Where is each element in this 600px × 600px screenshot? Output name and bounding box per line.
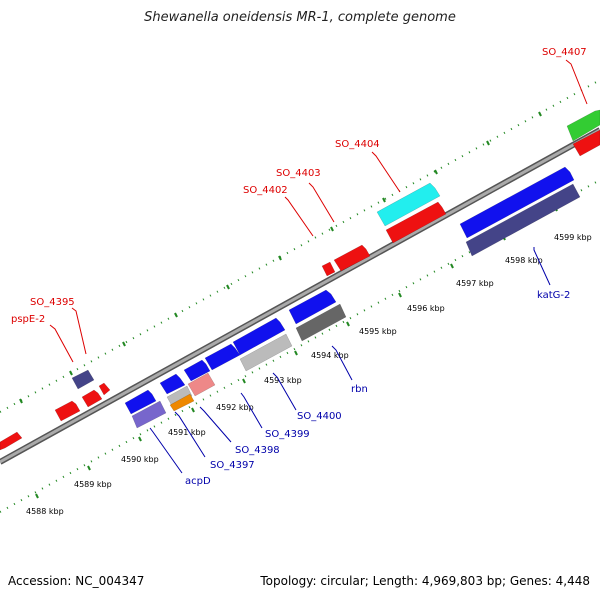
kbp-label: 4592 kbp	[216, 403, 254, 412]
gene-arrow[interactable]	[159, 373, 186, 395]
gene-label-so-4402[interactable]: SO_4402	[243, 185, 288, 196]
kbp-label: 4589 kbp	[74, 480, 112, 489]
gene-arrow[interactable]	[288, 289, 337, 325]
kbp-label: 4590 kbp	[121, 455, 159, 464]
kbp-label: 4596 kbp	[407, 304, 445, 313]
gene-arrow[interactable]	[54, 400, 81, 422]
kbp-label: 4594 kbp	[311, 351, 349, 360]
gene-arrow[interactable]	[459, 166, 575, 239]
gene-arrow[interactable]	[204, 343, 241, 371]
gene-label-katg-2[interactable]: katG-2	[537, 290, 570, 301]
gene-arrow[interactable]	[376, 182, 441, 227]
kbp-label: 4593 kbp	[264, 376, 302, 385]
gene-arrow[interactable]	[295, 303, 347, 342]
gene-arrow[interactable]	[572, 129, 600, 157]
gene-label-so-4400[interactable]: SO_4400	[297, 411, 342, 422]
gene-label-so-4404[interactable]: SO_4404	[335, 139, 380, 150]
kbp-label: 4595 kbp	[359, 327, 397, 336]
kbp-label: 4597 kbp	[456, 279, 494, 288]
gene-arrow[interactable]	[232, 317, 286, 356]
gene-arrow[interactable]	[385, 201, 447, 244]
gene-arrow[interactable]	[239, 333, 293, 372]
accession-text: Accession: NC_004347	[8, 574, 145, 588]
gene-arrow[interactable]	[124, 389, 157, 415]
map-title: Shewanella oneidensis MR-1, complete gen…	[144, 10, 456, 25]
gene-arrow[interactable]	[187, 372, 216, 397]
scale-labels: 4588 kbp 4589 kbp 4590 kbp 4591 kbp 4592…	[26, 233, 592, 516]
gene-arrow[interactable]	[98, 382, 111, 396]
top-leader-lines	[49, 59, 588, 363]
kbp-label: 4591 kbp	[168, 428, 206, 437]
gene-arrow[interactable]	[566, 109, 600, 142]
top-gene-labels: SO_4407 SO_4404 SO_4403 SO_4402 SO_4395 …	[11, 47, 587, 325]
gene-label-acpd[interactable]: acpD	[185, 476, 211, 487]
kbp-label: 4588 kbp	[26, 507, 64, 516]
gene-label-rbn[interactable]: rbn	[351, 384, 368, 395]
gene-label-so-4403[interactable]: SO_4403	[276, 168, 321, 179]
gene-label-pspe-2[interactable]: pspE-2	[11, 314, 45, 325]
gene-arrow[interactable]	[321, 261, 336, 277]
gene-label-so-4399[interactable]: SO_4399	[265, 429, 310, 440]
gene-arrow[interactable]	[131, 400, 167, 429]
gene-arrow[interactable]	[0, 431, 23, 451]
genome-backbone-highlight	[0, 128, 600, 464]
gene-arrow[interactable]	[71, 369, 95, 390]
upper-strand-genes	[0, 109, 600, 451]
kbp-label: 4598 kbp	[505, 256, 543, 265]
lower-strand-genes	[124, 166, 581, 429]
gene-label-so-4407[interactable]: SO_4407	[542, 47, 587, 58]
bottom-gene-labels: katG-2 rbn SO_4400 SO_4399 SO_4398 SO_43…	[185, 290, 570, 487]
gene-arrow[interactable]	[166, 385, 193, 407]
gene-label-so-4397[interactable]: SO_4397	[210, 460, 255, 471]
gene-arrow[interactable]	[169, 393, 195, 412]
gene-arrow[interactable]	[465, 183, 581, 257]
bottom-leader-lines	[149, 247, 551, 474]
gene-arrow[interactable]	[183, 359, 211, 382]
gene-label-so-4395[interactable]: SO_4395	[30, 297, 75, 308]
upper-dotted-track	[0, 79, 600, 413]
gene-arrow[interactable]	[333, 244, 371, 272]
gene-arrow[interactable]	[81, 389, 103, 408]
kbp-label: 4599 kbp	[554, 233, 592, 242]
gene-label-so-4398[interactable]: SO_4398	[235, 445, 280, 456]
topology-text: Topology: circular; Length: 4,969,803 bp…	[260, 574, 590, 588]
